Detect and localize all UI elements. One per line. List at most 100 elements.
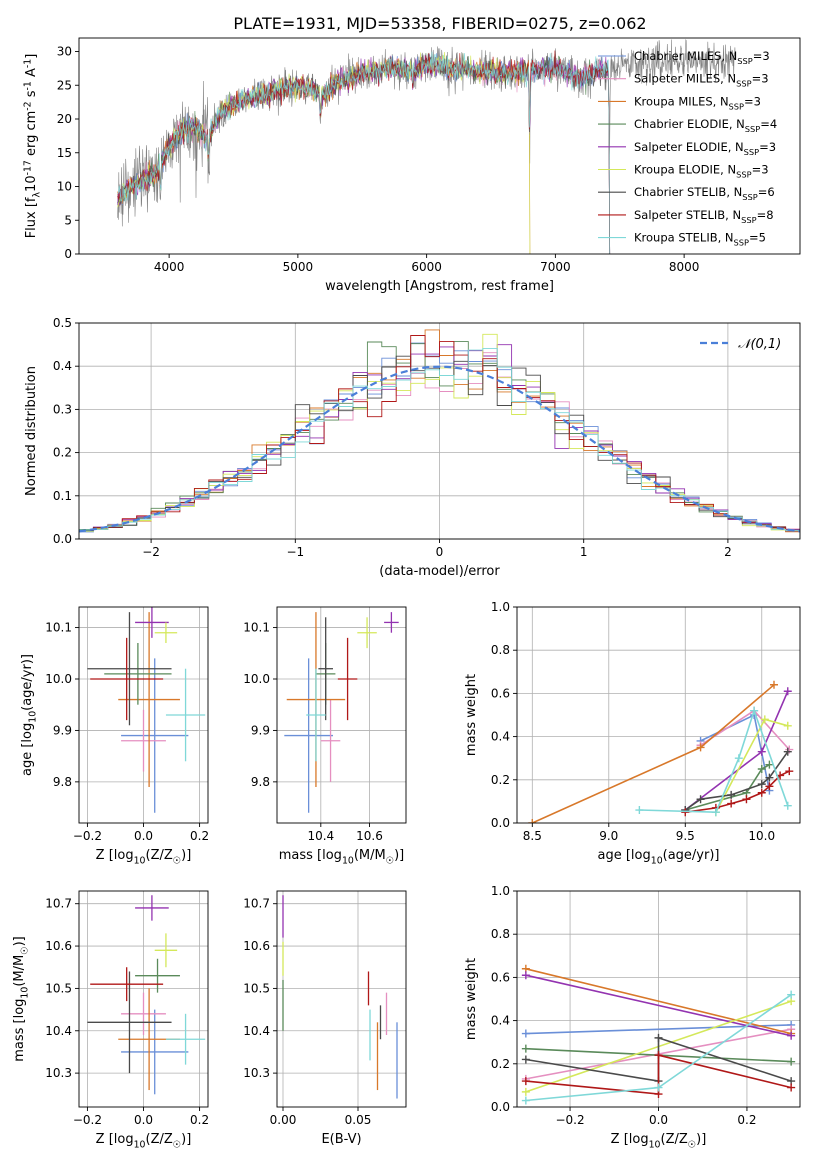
x-tick-label: 6000 [411, 260, 442, 274]
y-tick-label: 10 [57, 180, 72, 194]
x-tick-label: 0.0 [134, 1113, 153, 1127]
x-tick-label: 9.0 [599, 829, 618, 843]
y-axis-label: Normed distribution [24, 366, 39, 496]
x-tick-label: 1 [580, 545, 588, 559]
axes-residuals: −2 −1 0 1 2 0.0 0.1 0.2 0.3 0.4 0.5 (data-model)/er… [24, 316, 801, 579]
weight-marker [760, 715, 769, 724]
weight-marker [765, 760, 774, 769]
y-tick-label: 10.3 [45, 1066, 72, 1080]
weight-marker [521, 1055, 530, 1064]
y-tick-label: 9.8 [251, 775, 270, 789]
axes-frame [78, 606, 209, 824]
axes-weight-vs-age: 8.5 9.0 9.5 10.0 0.0 0.2 0.4 0.6 0.8 1.0 age [log1… [464, 600, 801, 867]
weight-marker [696, 743, 705, 752]
x-axis-label: E(B-V) [321, 1132, 361, 1147]
weight-marker [765, 773, 774, 782]
legend-label: Kroupa ELODIE, NSSP=3 [634, 163, 769, 180]
y-tick-label: 10.0 [243, 672, 270, 686]
axes-age-vs-Z: −0.2 0.0 0.2 9.8 9.9 10.0 10.1 Z [log10(Z/Z☉)] a… [20, 606, 209, 867]
weight-line [684, 751, 789, 811]
y-tick-label: 30 [57, 45, 72, 59]
weight-marker [635, 806, 644, 815]
plot-area [87, 607, 206, 813]
x-tick-label: −2 [142, 545, 160, 559]
y-tick-label: 0.2 [491, 773, 510, 787]
y-tick-label: 10.5 [243, 981, 270, 995]
y-tick-label: 0.3 [53, 402, 72, 416]
y-tick-label: 0.0 [491, 1100, 510, 1114]
errorbar-point-1 [121, 658, 189, 813]
y-axis-label: mass weight [464, 958, 479, 1040]
weight-marker [727, 790, 736, 799]
y-tick-label: 15 [57, 146, 72, 160]
weight-marker [711, 808, 720, 817]
x-axis-label: (data-model)/error [379, 564, 500, 579]
weight-marker [783, 747, 792, 756]
plot-area [87, 895, 206, 1095]
legend-label: Kroupa MILES, NSSP=3 [634, 94, 761, 111]
y-axis-label: mass weight [464, 674, 479, 756]
x-axis-label: Z [log10(Z/Z☉)] [611, 1132, 707, 1151]
x-tick-label: −0.2 [73, 1113, 102, 1127]
weight-series-3 [528, 680, 778, 823]
axes-frame [516, 890, 801, 1108]
weight-marker [757, 765, 766, 773]
errorbar-point-4 [135, 958, 180, 993]
plot-area [521, 964, 796, 1105]
weight-line [525, 1054, 792, 1095]
x-axis-label: Z [log10(Z/Z☉)] [96, 1132, 192, 1151]
weight-marker [765, 782, 774, 791]
axes-frame [78, 890, 209, 1108]
weight-series-8 [521, 1051, 796, 1099]
axes-frame [276, 606, 407, 824]
weight-marker [783, 721, 792, 730]
y-tick-label: 10.6 [45, 939, 72, 953]
axes-frame [516, 606, 801, 824]
errorbar-point-2 [320, 699, 341, 782]
x-axis-label: age [log10(age/yr)] [598, 848, 720, 867]
x-tick-label: 8.5 [523, 829, 542, 843]
x-tick-label: 0 [436, 545, 444, 559]
weight-marker [787, 1057, 796, 1066]
y-tick-label: 0.8 [491, 643, 510, 657]
plot-area [117, 38, 736, 254]
y-tick-label: 20 [57, 112, 72, 126]
weight-marker [757, 747, 766, 756]
errorbar-point-5 [384, 612, 399, 633]
legend-label: Kroupa STELIB, NSSP=5 [634, 231, 766, 248]
x-tick-label: 0.05 [345, 1113, 372, 1127]
legend-label: Salpeter MILES, NSSP=3 [634, 72, 769, 89]
x-tick-label: 2 [724, 545, 732, 559]
histogram-9 [79, 347, 800, 539]
x-tick-label: 0.2 [190, 1113, 209, 1127]
y-tick-label: 10.0 [45, 672, 72, 686]
y-tick-label: 0 [64, 247, 72, 261]
x-tick-label: 10.4 [307, 829, 334, 843]
y-axis-label: Flux [fλ10-17 erg cm-2 s-1 A-1] [22, 54, 42, 239]
y-tick-label: 0.4 [491, 730, 510, 744]
x-axis-label: wavelength [Angstrom, rest frame] [325, 279, 554, 294]
weight-marker [521, 971, 530, 980]
errorbar-point-5 [135, 607, 169, 638]
figure-title: PLATE=1931, MJD=53358, FIBERID=0275, z=0… [233, 14, 646, 33]
errorbar-point-6 [154, 933, 178, 968]
errorbar-point-9 [165, 668, 206, 762]
errorbar-point-7 [318, 617, 333, 721]
y-tick-label: 10.4 [243, 1024, 270, 1038]
axes-frame [276, 890, 407, 1108]
weight-marker [787, 990, 796, 999]
y-tick-label: 0.8 [491, 927, 510, 941]
y-axis-label: age [log10(age/yr)] [20, 654, 39, 776]
weight-marker [521, 1087, 530, 1096]
weight-marker [757, 780, 766, 789]
errorbar-point-7 [87, 612, 172, 726]
y-tick-label: 9.8 [53, 775, 72, 789]
x-axis-label: mass [log10(M/M☉)] [279, 848, 405, 867]
weight-marker [734, 754, 743, 763]
weight-marker [654, 1033, 663, 1042]
errorbar-point-5 [135, 895, 169, 921]
y-tick-label: 10.7 [45, 897, 72, 911]
weight-marker [787, 1031, 796, 1040]
weight-marker [528, 819, 537, 823]
y-tick-label: 0.2 [53, 446, 72, 460]
